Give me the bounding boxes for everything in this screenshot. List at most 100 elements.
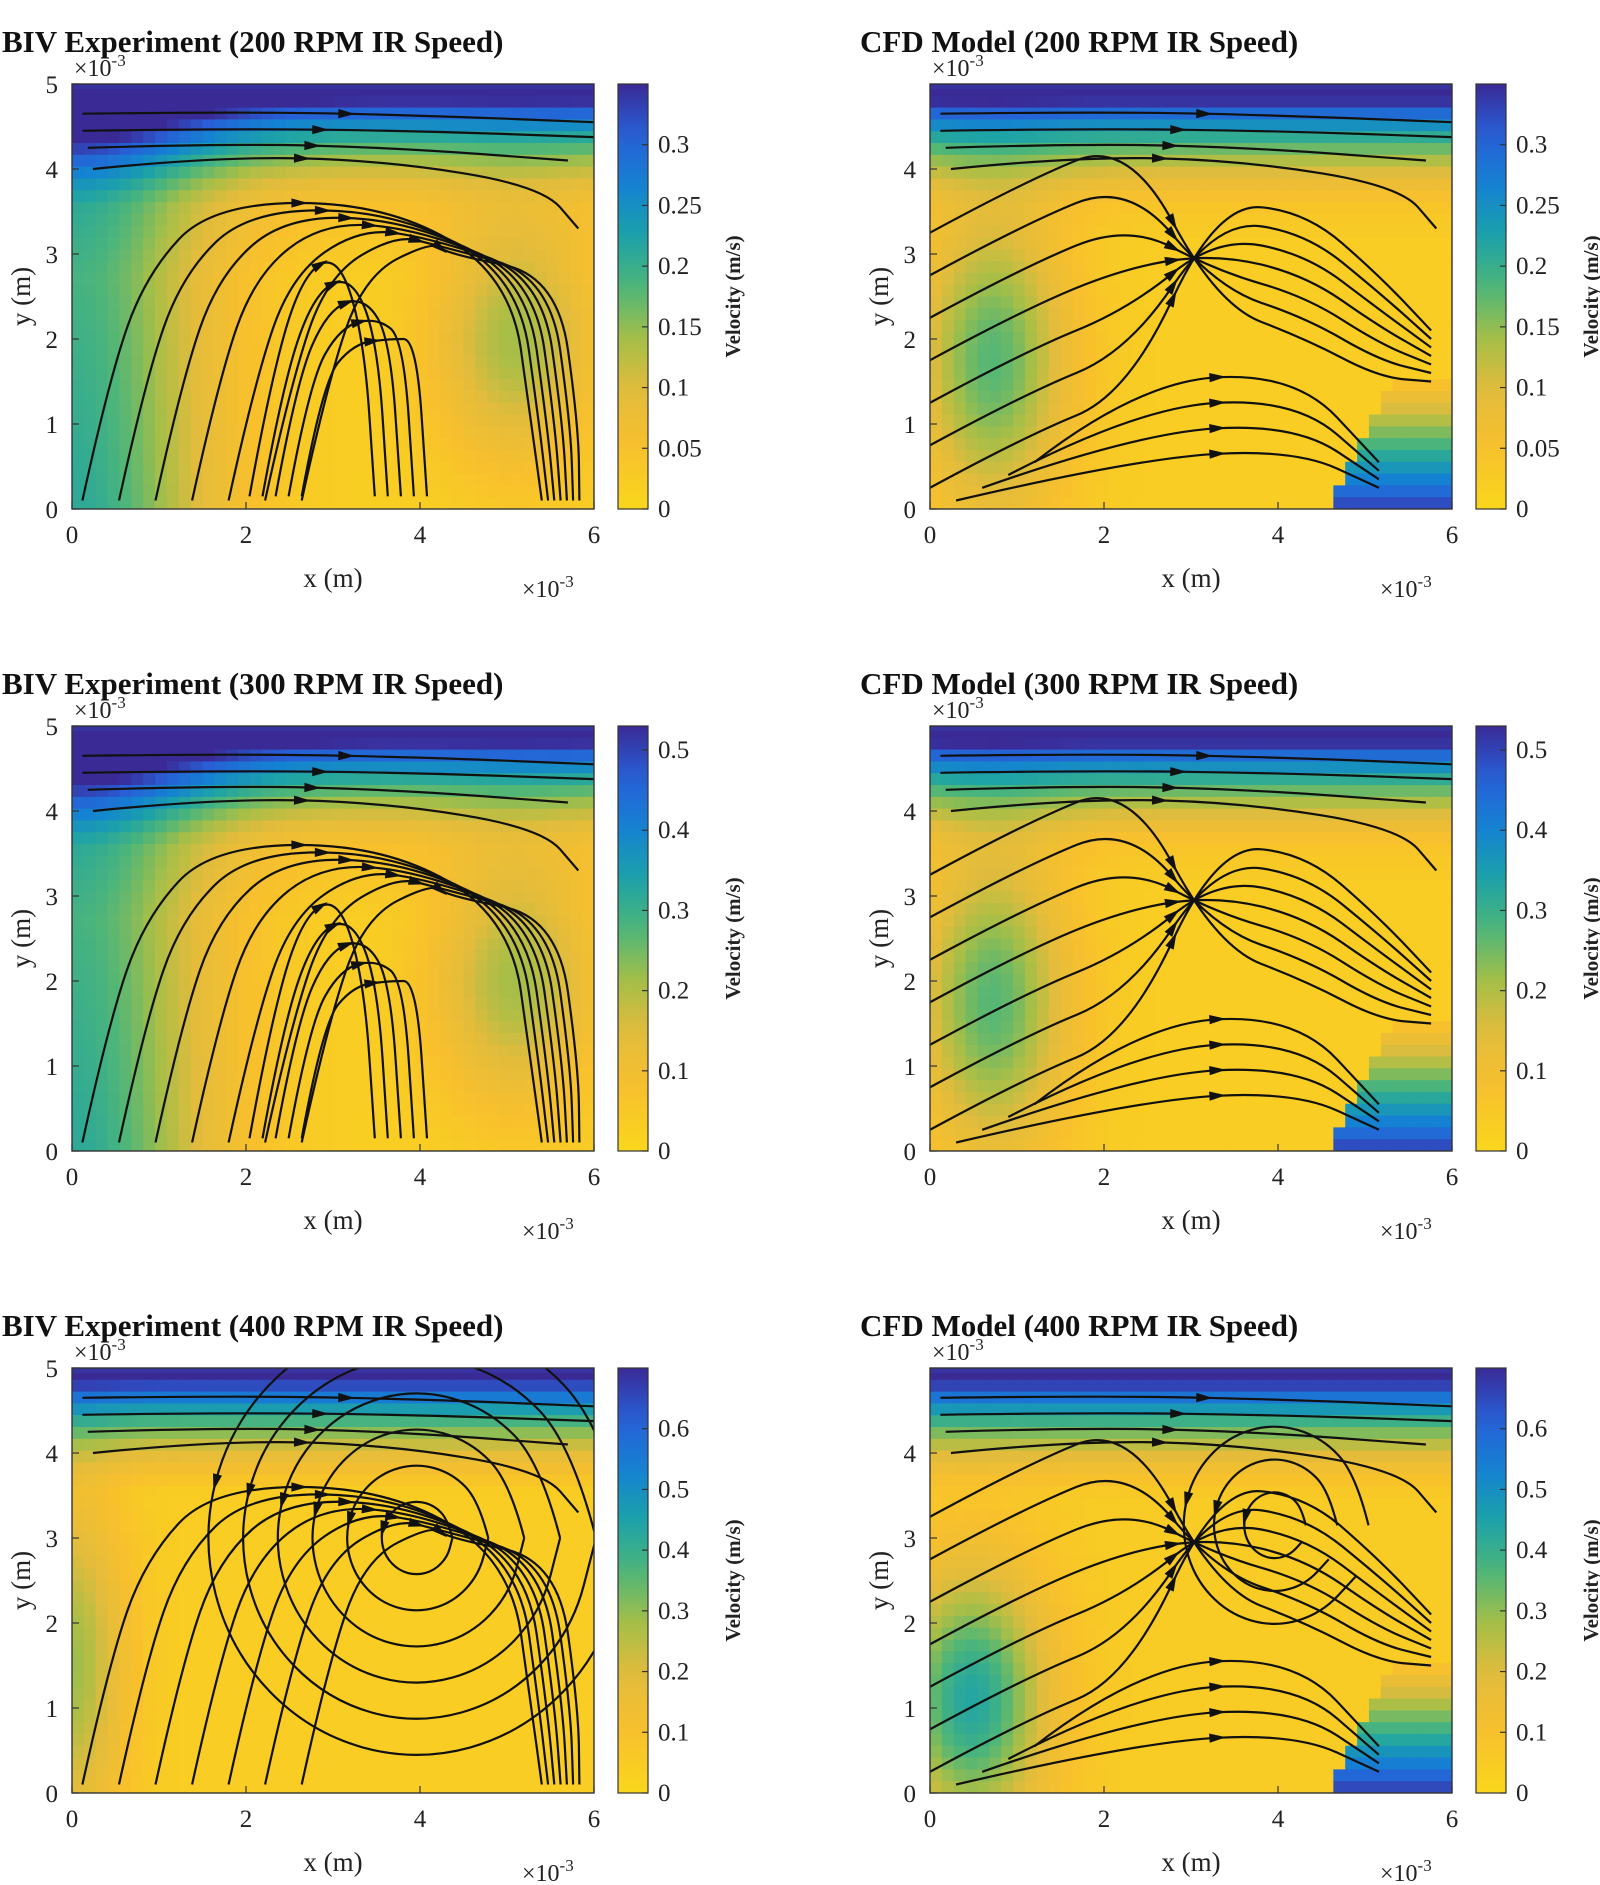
colorbar-label: Velocity (m/s) [721, 877, 745, 999]
y-tick-label: 3 [46, 242, 59, 269]
y-tick-label: 2 [904, 969, 917, 996]
streamline [346, 1464, 490, 1612]
streamline-arrow [338, 855, 355, 865]
panel-3: BIV Experiment (300 RPM IR Speed)×10-3×1… [2, 666, 745, 1245]
streamline-arrow [1170, 767, 1187, 777]
y-tick-label: 1 [46, 1696, 59, 1723]
y-exponent-label: ×10-3 [932, 51, 984, 82]
y-tick-label: 1 [46, 1054, 59, 1081]
streamline [311, 1428, 526, 1648]
x-exponent-label: ×10-3 [522, 1856, 574, 1885]
y-tick-label: 2 [46, 969, 59, 996]
colorbar-tick-label: 0.3 [1516, 897, 1547, 924]
streamline-arrow [1163, 1523, 1181, 1536]
streamline-arrow [1209, 424, 1227, 434]
streamline-arrow [1151, 153, 1169, 163]
colorbar-tick-label: 0.3 [658, 1598, 689, 1625]
y-tick-label: 3 [46, 884, 59, 911]
y-exponent-label: ×10-3 [932, 1335, 984, 1366]
y-tick-label: 4 [904, 1441, 917, 1468]
streamline-arrow [431, 239, 447, 254]
colorbar-label: Velocity (m/s) [721, 235, 745, 357]
y-tick-label: 5 [46, 1356, 59, 1383]
colorbar-tick-label: 0 [1516, 496, 1529, 523]
y-tick-label: 0 [904, 497, 917, 524]
streamline-arrow [361, 862, 379, 872]
streamline [242, 1368, 594, 1720]
streamline-arrow [337, 941, 355, 952]
x-axis-label: x (m) [303, 1205, 362, 1235]
streamline-arrow [1163, 1551, 1180, 1566]
colorbar-tick-label: 0.4 [658, 817, 690, 844]
streamline-arrow [364, 337, 382, 347]
streamline-arrow [1163, 239, 1181, 252]
streamline-arrow [384, 227, 402, 237]
y-tick-label: 5 [46, 714, 59, 741]
colorbar-label: Velocity (m/s) [721, 1519, 745, 1641]
streamline-arrow [1165, 1497, 1177, 1515]
colorbar-tick-label: 0.2 [658, 1659, 689, 1686]
panel-title: BIV Experiment (400 RPM IR Speed) [2, 1308, 503, 1343]
streamline-arrow [314, 1489, 332, 1499]
streamline-arrow [1209, 1682, 1227, 1692]
y-tick-label: 1 [46, 412, 59, 439]
streamline-arrow [246, 1482, 256, 1500]
streamline [930, 884, 1432, 1046]
streamline-arrow [293, 153, 311, 163]
streamline [930, 224, 1432, 447]
x-tick-label: 6 [588, 522, 601, 549]
streamline-arrow [1242, 1508, 1252, 1526]
streamline [930, 195, 1432, 375]
panel-1: BIV Experiment (200 RPM IR Speed)×10-3×1… [2, 24, 745, 603]
y-axis-label: y (m) [6, 909, 36, 968]
streamline-arrow [380, 1520, 390, 1538]
streamline-arrow [1164, 868, 1179, 884]
colorbar-tick-label: 0.25 [1516, 192, 1560, 219]
streamline-arrow [1163, 909, 1180, 924]
streamline-arrow [350, 961, 368, 971]
streamline-arrow [1209, 1708, 1227, 1718]
colorbar-tick-label: 0.5 [658, 737, 689, 764]
streamline [207, 1368, 594, 1756]
x-exponent-label: ×10-3 [522, 572, 574, 603]
streamline-arrow [361, 1504, 379, 1514]
streamline-arrow [347, 1510, 356, 1528]
colorbar-tick-label: 0.1 [1516, 375, 1547, 402]
x-tick-label: 6 [1446, 1164, 1459, 1191]
streamline-arrow [1165, 1574, 1177, 1592]
streamline [930, 898, 1432, 1004]
streamline-arrow [338, 1392, 355, 1403]
streamline-arrow [1163, 881, 1181, 894]
x-tick-label: 0 [924, 1806, 937, 1833]
streamline-arrow [361, 220, 379, 230]
colorbar-tick-label: 0.3 [1516, 132, 1547, 159]
colorbar-tick-label: 0.15 [1516, 314, 1560, 341]
streamline-arrow [1164, 898, 1182, 909]
streamline-arrow [1162, 1424, 1180, 1435]
streamlines [81, 750, 594, 1143]
streamline-arrow [1163, 267, 1180, 282]
streamline-arrow [1170, 1409, 1187, 1419]
plot-frame [929, 1367, 1453, 1794]
panel-title: BIV Experiment (200 RPM IR Speed) [2, 24, 503, 59]
streamline-arrow [324, 280, 342, 292]
streamline [930, 1526, 1432, 1688]
streamline-arrow [1164, 256, 1182, 267]
x-axis-label: x (m) [1161, 1205, 1220, 1235]
x-tick-label: 2 [1098, 522, 1111, 549]
panel-title: CFD Model (400 RPM IR Speed) [860, 1308, 1298, 1343]
colorbar-label: Velocity (m/s) [1579, 877, 1600, 999]
x-tick-label: 2 [1098, 1164, 1111, 1191]
y-axis-label: y (m) [864, 909, 894, 968]
y-axis-label: y (m) [864, 267, 894, 326]
colorbar-tick-label: 0.05 [658, 435, 702, 462]
streamline-arrow [1209, 1066, 1227, 1076]
streamline-arrow [314, 847, 332, 857]
streamline-arrow [1164, 278, 1178, 295]
streamline-arrow [337, 299, 355, 310]
streamline [930, 234, 1432, 366]
colorbar-tick-label: 0.1 [658, 375, 689, 402]
streamlines [81, 1368, 594, 1785]
streamline-arrow [1209, 1091, 1227, 1101]
